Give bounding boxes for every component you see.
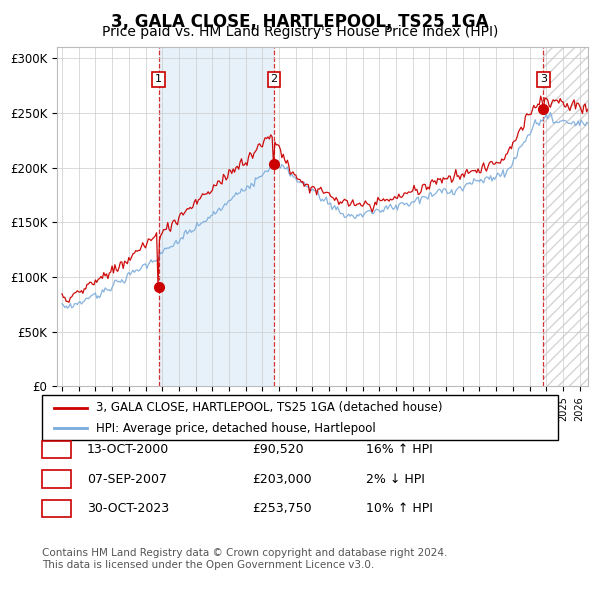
Text: 2: 2 <box>271 74 277 84</box>
Text: This data is licensed under the Open Government Licence v3.0.: This data is licensed under the Open Gov… <box>42 560 374 570</box>
Text: 13-OCT-2000: 13-OCT-2000 <box>87 443 169 456</box>
Text: 3, GALA CLOSE, HARTLEPOOL, TS25 1GA: 3, GALA CLOSE, HARTLEPOOL, TS25 1GA <box>111 13 489 31</box>
Text: £203,000: £203,000 <box>252 473 311 486</box>
Text: 3: 3 <box>540 74 547 84</box>
Text: 30-OCT-2023: 30-OCT-2023 <box>87 502 169 515</box>
Text: £90,520: £90,520 <box>252 443 304 456</box>
Text: Price paid vs. HM Land Registry's House Price Index (HPI): Price paid vs. HM Land Registry's House … <box>102 25 498 40</box>
Bar <box>544 47 588 386</box>
Bar <box>544 47 588 386</box>
Text: 2: 2 <box>53 473 61 486</box>
Text: 10% ↑ HPI: 10% ↑ HPI <box>366 502 433 515</box>
Text: HPI: Average price, detached house, Hartlepool: HPI: Average price, detached house, Hart… <box>96 422 376 435</box>
Text: 2% ↓ HPI: 2% ↓ HPI <box>366 473 425 486</box>
Text: 3, GALA CLOSE, HARTLEPOOL, TS25 1GA (detached house): 3, GALA CLOSE, HARTLEPOOL, TS25 1GA (det… <box>96 401 443 414</box>
Text: £253,750: £253,750 <box>252 502 311 515</box>
Text: 1: 1 <box>53 443 61 456</box>
Text: 1: 1 <box>155 74 162 84</box>
Text: 07-SEP-2007: 07-SEP-2007 <box>87 473 167 486</box>
Text: Contains HM Land Registry data © Crown copyright and database right 2024.: Contains HM Land Registry data © Crown c… <box>42 548 448 558</box>
Text: 16% ↑ HPI: 16% ↑ HPI <box>366 443 433 456</box>
Bar <box>158 47 274 386</box>
Text: 3: 3 <box>53 502 61 515</box>
